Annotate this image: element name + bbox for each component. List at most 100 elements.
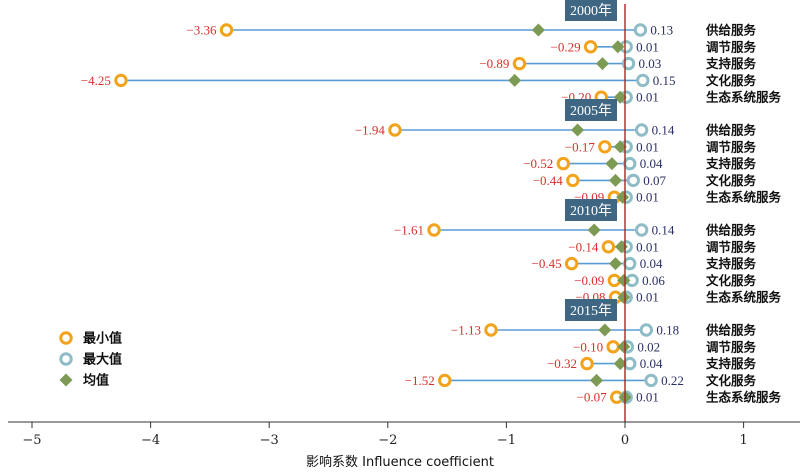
data-row: −0.17 0.01 调节服务 (565, 139, 757, 154)
x-tick-label: 0 (621, 433, 629, 448)
mean-marker (531, 23, 545, 37)
max-value-label: 0.14 (652, 123, 675, 138)
max-marker (644, 373, 658, 388)
min-value-label: −1.94 (355, 123, 386, 138)
min-value-label: −0.45 (532, 256, 562, 271)
year-label: 2010年 (570, 203, 612, 219)
min-value-label: −0.07 (577, 390, 608, 405)
data-row: −0.45 0.04 支持服务 (532, 256, 757, 271)
max-value-label: 0.01 (636, 239, 659, 254)
data-row: −4.25 0.15 文化服务 (81, 73, 757, 88)
max-value-label: 0.07 (643, 173, 666, 188)
legend-item-min: 最小值 (59, 331, 122, 347)
service-label: 生态系统服务 (706, 390, 782, 405)
service-label: 供给服务 (705, 123, 757, 138)
year-badge: 2000年 (565, 0, 617, 21)
min-value-label: −0.09 (574, 273, 604, 288)
data-row: −0.89 0.03 支持服务 (479, 56, 756, 71)
max-marker (634, 123, 649, 137)
service-label: 供给服务 (705, 223, 757, 238)
min-value-label: −0.52 (523, 156, 553, 171)
max-marker (623, 156, 637, 171)
service-label: 调节服务 (706, 39, 757, 54)
data-row: −0.44 0.07 文化服务 (533, 173, 757, 188)
data-row: −0.07 0.01 生态系统服务 (577, 390, 782, 405)
min-value-label: −0.44 (533, 173, 564, 188)
service-label: 调节服务 (706, 239, 757, 254)
min-value-label: −1.13 (451, 323, 481, 338)
data-row: −0.09 0.06 文化服务 (574, 273, 756, 288)
legend-item-max: 最大值 (59, 352, 122, 368)
service-label: 支持服务 (705, 156, 757, 171)
min-value-label: −0.89 (479, 56, 509, 71)
x-tick-label: −1 (497, 433, 516, 448)
year-label: 2000年 (570, 3, 612, 19)
data-row: −0.29 0.01 调节服务 (551, 39, 757, 54)
max-value-label: 0.13 (650, 23, 673, 38)
mean-marker (590, 373, 604, 387)
mean-marker (617, 290, 631, 304)
service-label: 支持服务 (705, 256, 757, 271)
service-label: 调节服务 (706, 339, 757, 354)
data-row: −0.52 0.04 支持服务 (523, 156, 756, 171)
min-marker (219, 23, 234, 37)
service-label: 文化服务 (706, 73, 757, 88)
legend-label: 最小值 (83, 331, 122, 347)
mean-marker (613, 140, 627, 154)
max-marker (626, 173, 641, 188)
min-marker (512, 56, 527, 71)
max-marker (634, 223, 649, 237)
service-label: 文化服务 (706, 273, 757, 288)
max-value-label: 0.01 (636, 390, 659, 405)
data-row: −1.61 0.14 供给服务 (394, 223, 757, 238)
mean-marker (617, 340, 631, 354)
service-label: 供给服务 (705, 323, 757, 338)
mean-marker (609, 173, 623, 187)
legend-label: 最大值 (83, 352, 122, 368)
min-marker (564, 256, 579, 271)
legend-min-marker (59, 331, 73, 345)
mean-marker (508, 73, 522, 87)
max-marker (636, 73, 650, 88)
min-marker (388, 123, 402, 137)
data-rows: −3.36 0.13 供给服务−0.29 0.01 调节服务−0.89 0.03 支持服务−… (81, 23, 782, 405)
x-tick-label: −2 (378, 433, 397, 448)
year-badge: 2015年 (565, 299, 617, 321)
max-value-label: 0.01 (636, 190, 659, 205)
legend-item-mean: 均值 (59, 373, 109, 389)
service-label: 支持服务 (705, 56, 757, 71)
min-marker (583, 40, 598, 54)
x-tick-label: −3 (260, 433, 279, 448)
year-label: 2015年 (570, 303, 612, 319)
data-row: −0.14 0.01 调节服务 (568, 239, 756, 254)
mean-marker (613, 90, 627, 104)
max-value-label: 0.01 (636, 90, 659, 105)
data-row: −0.10 0.02 调节服务 (573, 339, 756, 354)
mean-marker (587, 223, 601, 237)
service-label: 供给服务 (705, 23, 757, 38)
min-marker (601, 240, 616, 254)
mean-marker (571, 123, 585, 137)
mean-marker (598, 323, 612, 337)
mean-marker (605, 157, 619, 171)
max-value-label: 0.01 (636, 39, 659, 54)
mean-marker (595, 57, 609, 71)
service-label: 生态系统服务 (706, 90, 782, 105)
min-value-label: −1.52 (405, 373, 435, 388)
min-value-label: −0.10 (573, 339, 603, 354)
min-marker (566, 173, 580, 188)
data-row: −1.13 0.18 供给服务 (451, 323, 757, 338)
max-value-label: 0.22 (661, 373, 684, 388)
max-marker (621, 56, 636, 71)
x-tick-label: 1 (739, 433, 747, 448)
data-row: −3.36 0.13 供给服务 (186, 23, 756, 38)
min-marker (427, 223, 441, 237)
max-value-label: 0.15 (653, 73, 676, 88)
min-value-label: −4.25 (81, 73, 111, 88)
year-badge-box (565, 299, 617, 321)
min-marker (114, 73, 128, 88)
max-marker (639, 323, 654, 337)
year-badge-box (565, 0, 617, 21)
service-label: 调节服务 (706, 139, 757, 154)
